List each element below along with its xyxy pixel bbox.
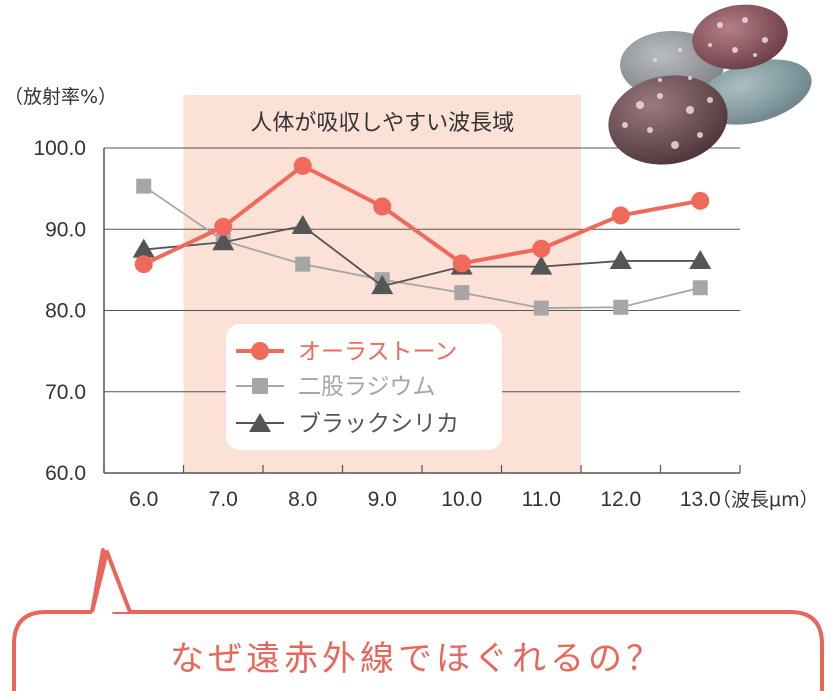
data-point-circle bbox=[532, 239, 551, 258]
series-line bbox=[142, 163, 701, 266]
data-point-circle bbox=[293, 156, 312, 175]
speech-bubble-tail bbox=[90, 550, 132, 613]
y-tick-label: 60.0 bbox=[45, 462, 86, 485]
axes: 100.0 90.0 80.0 70.0 60.0 6.0 7.0 8.0 9.0 10.0 11.… bbox=[33, 137, 741, 511]
data-point-square bbox=[692, 280, 708, 296]
legend-item-aura: オーラストーン bbox=[236, 339, 457, 365]
stones-illustration bbox=[608, 4, 812, 165]
data-point-triangle bbox=[689, 249, 712, 269]
legend-label-black: ブラックシリカ bbox=[298, 411, 459, 437]
y-tick-label: 70.0 bbox=[45, 381, 86, 404]
x-tick-label: 6.0 bbox=[129, 488, 158, 511]
x-tick-label: 10.0 bbox=[441, 488, 482, 511]
data-point-triangle bbox=[609, 249, 632, 269]
series-line bbox=[143, 185, 701, 309]
legend-label-nimata: 二股ラジウム bbox=[298, 374, 436, 400]
y-tick-label: 80.0 bbox=[45, 300, 86, 323]
data-point-circle bbox=[134, 255, 153, 274]
x-tick-label: 9.0 bbox=[368, 488, 397, 511]
data-point-square bbox=[454, 285, 470, 301]
highlight-band-label: 人体が吸収しやすい波長域 bbox=[250, 111, 514, 136]
x-tick-label: 8.0 bbox=[288, 488, 317, 511]
legend-marker-triangle bbox=[249, 413, 271, 432]
data-point-triangle bbox=[212, 231, 235, 251]
series-line bbox=[143, 225, 701, 288]
data-point-triangle bbox=[132, 238, 155, 258]
data-point-square bbox=[533, 300, 549, 316]
data-point-triangle bbox=[371, 275, 394, 295]
x-axis-unit-label: （波長μm） bbox=[712, 489, 819, 511]
series-circle bbox=[134, 156, 710, 274]
data-point-circle bbox=[611, 206, 630, 225]
series-group bbox=[132, 156, 712, 316]
x-tick-label: 13.0 bbox=[680, 488, 721, 511]
legend-box bbox=[226, 324, 502, 450]
data-point-triangle bbox=[291, 215, 314, 234]
legend-marker-circle bbox=[251, 342, 269, 360]
data-point-square bbox=[295, 256, 311, 272]
x-tick-label: 11.0 bbox=[522, 488, 561, 511]
legend: オーラストーン 二股ラジウム ブラックシリカ bbox=[226, 324, 502, 450]
data-point-circle bbox=[691, 191, 710, 210]
y-axis-unit-label: （放射率%） bbox=[4, 86, 117, 108]
caption-text: なぜ遠赤外線でほぐれるの？ bbox=[170, 639, 664, 679]
data-point-circle bbox=[214, 217, 233, 236]
data-point-square bbox=[136, 178, 152, 194]
data-point-triangle bbox=[530, 255, 553, 275]
legend-marker-square bbox=[252, 378, 268, 394]
legend-item-black: ブラックシリカ bbox=[236, 411, 459, 437]
data-point-square bbox=[613, 299, 629, 315]
x-tick-label: 12.0 bbox=[600, 488, 641, 511]
speech-bubble bbox=[12, 548, 824, 691]
x-tick-label: 7.0 bbox=[209, 488, 238, 511]
y-tick-label: 90.0 bbox=[45, 218, 86, 241]
legend-label-aura: オーラストーン bbox=[298, 339, 457, 365]
data-point-circle bbox=[373, 197, 392, 216]
legend-item-nimata: 二股ラジウム bbox=[236, 374, 436, 400]
y-tick-label: 100.0 bbox=[33, 137, 86, 160]
data-point-circle bbox=[452, 254, 471, 273]
